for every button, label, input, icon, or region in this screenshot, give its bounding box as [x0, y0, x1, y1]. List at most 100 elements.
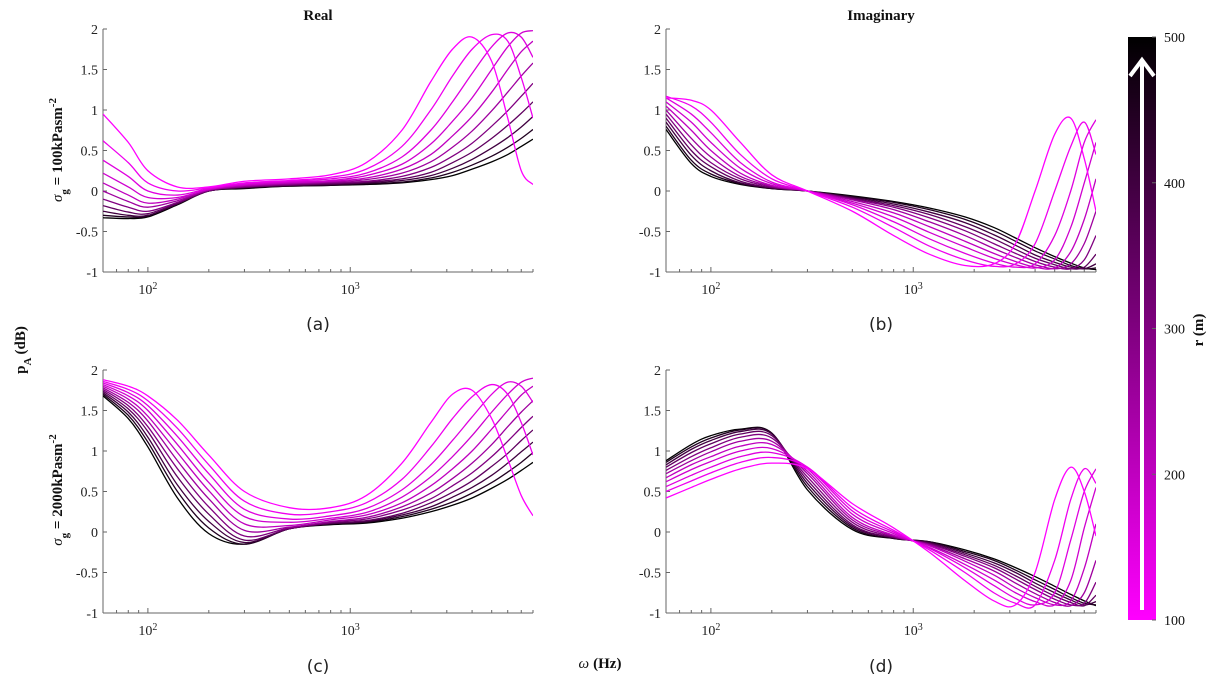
colorbar-tick-label: 200 — [1164, 468, 1185, 483]
y-tick-label: -0.5 — [76, 567, 98, 582]
y-tick-label: 2 — [91, 364, 98, 379]
series-line-r125 — [103, 380, 533, 516]
x-tick-label: 103 — [904, 622, 923, 640]
series-line-r300 — [103, 82, 533, 213]
x-tick-label: 103 — [341, 622, 360, 640]
x-tick-label: 103 — [904, 281, 923, 299]
x-tick-label: 102 — [138, 281, 157, 299]
series-line-r350 — [666, 430, 1096, 607]
series-line-r350 — [666, 117, 1096, 270]
y-tick-label: -1 — [86, 607, 98, 622]
y-tick-label: 1 — [654, 445, 661, 460]
y-tick-label: 0.5 — [644, 486, 662, 501]
panel-c: -1 -0.5 0 0.5 1 1.5 2 102 103 (c) — [76, 364, 534, 677]
series-line-r400 — [666, 428, 1096, 606]
series-group — [666, 95, 1096, 271]
series-line-r175 — [666, 101, 1096, 269]
series-group — [103, 29, 533, 220]
y-tick-label: 0.5 — [644, 145, 662, 160]
series-line-r450 — [666, 125, 1096, 270]
series-line-r450 — [103, 393, 533, 545]
y-tick-label: 0.5 — [81, 486, 99, 501]
series-line-r300 — [103, 388, 533, 538]
series-line-r350 — [103, 101, 533, 215]
series-line-r125 — [666, 456, 1096, 609]
x-tick-label: 103 — [341, 281, 360, 299]
y-tick-label: -0.5 — [639, 226, 661, 241]
series-line-r150 — [666, 451, 1096, 606]
y-axis-label: pA(dB) — [13, 326, 34, 374]
series-line-r450 — [103, 128, 533, 219]
panel-b: -1 -0.5 0 0.5 1 1.5 2 102 103 Imaginary (b) — [639, 8, 1097, 335]
series-line-r100 — [103, 36, 533, 190]
y-tick-label: 0 — [91, 185, 98, 200]
y-tick-label: -1 — [649, 607, 661, 622]
y-tick-label: 2 — [91, 23, 98, 38]
x-tick-label: 102 — [138, 622, 157, 640]
series-line-r175 — [666, 446, 1096, 607]
series-line-r200 — [103, 40, 533, 204]
y-tick-label: 1 — [654, 104, 661, 119]
series-line-r350 — [103, 390, 533, 542]
row-label-bottom: σg = 2000kPasm-2 — [47, 434, 71, 546]
y-tick-label: 0 — [654, 185, 661, 200]
series-line-r175 — [103, 29, 533, 200]
series-line-r125 — [666, 95, 1096, 268]
series-line-r100 — [666, 462, 1096, 608]
colorbar-tick-label: 400 — [1164, 177, 1185, 192]
x-tick-label: 102 — [701, 622, 720, 640]
y-tick-label: 1 — [91, 445, 98, 460]
up-arrow-icon — [1128, 56, 1156, 610]
panel-label: (c) — [307, 657, 330, 677]
series-line-r150 — [666, 97, 1096, 269]
y-tick-label: -0.5 — [639, 567, 661, 582]
series-line-r100 — [666, 97, 1096, 268]
colorbar-label: r (m) — [1191, 314, 1207, 347]
colorbar-tick-label: 500 — [1164, 31, 1185, 46]
y-tick-label: 0.5 — [81, 145, 99, 160]
series-line-r400 — [103, 392, 533, 544]
panel-a: -1 -0.5 0 0.5 1 1.5 2 102 103 Real (a) — [76, 8, 534, 335]
panel-label: (d) — [869, 657, 893, 677]
series-line-r450 — [666, 427, 1096, 606]
panel-label: (a) — [306, 315, 330, 335]
y-tick-label: 1.5 — [81, 405, 99, 420]
series-line-r200 — [666, 105, 1096, 270]
colorbar: 100 200 300 400 500 r (m) — [1128, 31, 1207, 629]
series-line-r500 — [103, 138, 533, 220]
series-line-r150 — [103, 381, 533, 520]
series-line-r400 — [103, 115, 533, 217]
y-tick-label: 1 — [91, 104, 98, 119]
series-line-r200 — [666, 442, 1096, 607]
series-line-r250 — [103, 387, 533, 533]
series-line-r200 — [103, 385, 533, 528]
colorbar-tick-label: 300 — [1164, 323, 1185, 338]
panel-title: Real — [303, 8, 332, 24]
series-line-r250 — [103, 62, 533, 208]
y-tick-label: -1 — [86, 266, 98, 281]
x-axis-label: ω (Hz) — [579, 656, 622, 672]
series-line-r100 — [103, 379, 533, 517]
colorbar-tick-label: 100 — [1164, 614, 1185, 629]
series-line-r150 — [103, 31, 533, 196]
y-tick-label: -1 — [649, 266, 661, 281]
y-tick-label: 1.5 — [81, 64, 99, 79]
panel-d: -1 -0.5 0 0.5 1 1.5 2 102 103 (d) — [639, 364, 1097, 677]
row-label-top: σg = 100kPasm-2 — [47, 98, 71, 202]
y-tick-label: -0.5 — [76, 226, 98, 241]
y-tick-label: 1.5 — [644, 64, 662, 79]
x-tick-label: 102 — [701, 281, 720, 299]
series-line-r175 — [103, 377, 533, 523]
y-tick-label: 2 — [654, 364, 661, 379]
panel-label: (b) — [869, 315, 893, 335]
series-line-r500 — [666, 129, 1096, 271]
series-line-r400 — [666, 121, 1096, 270]
series-line-r250 — [666, 109, 1096, 270]
y-tick-label: 0 — [91, 526, 98, 541]
series-group — [103, 377, 533, 545]
y-tick-label: 2 — [654, 23, 661, 38]
y-tick-label: 0 — [654, 526, 661, 541]
panel-title: Imaginary — [847, 8, 915, 24]
series-line-r250 — [666, 437, 1096, 607]
